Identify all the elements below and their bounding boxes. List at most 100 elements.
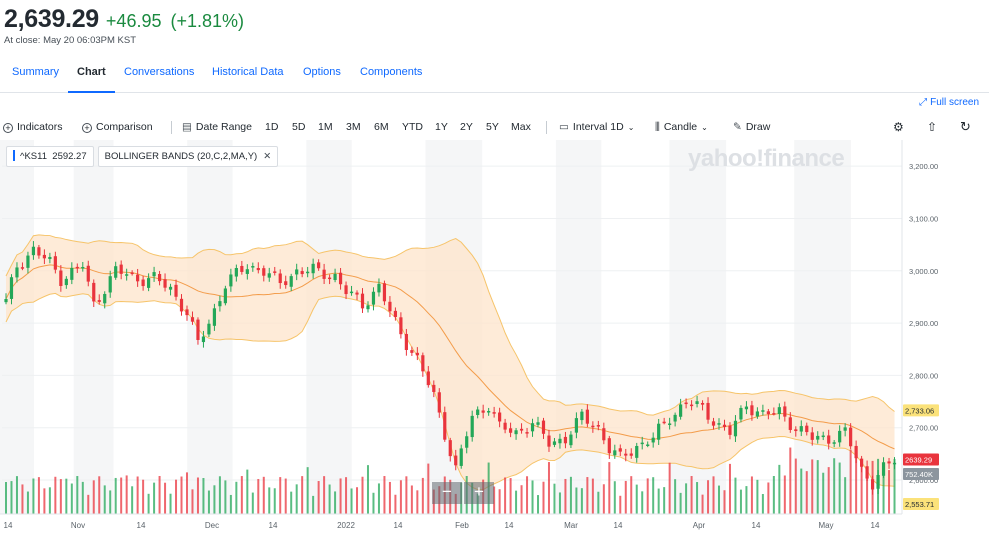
range-1d[interactable]: 1D — [265, 121, 279, 133]
close-icon[interactable]: ✕ — [263, 151, 272, 162]
candle-body — [722, 424, 727, 428]
candle — [410, 346, 414, 356]
candle-body — [75, 266, 79, 269]
range-3m[interactable]: 3M — [346, 121, 361, 133]
volume-bar — [553, 483, 556, 514]
candle — [349, 285, 354, 296]
legend-indicator[interactable]: BOLLINGER BANDS (20,C,2,MA,Y) ✕ — [97, 146, 279, 167]
candle — [635, 442, 639, 463]
candle — [722, 419, 727, 431]
reset-icon[interactable]: ↻ — [960, 119, 971, 134]
candle — [558, 433, 562, 449]
draw-button[interactable]: ✎ Draw — [733, 114, 770, 140]
comparison-button[interactable]: + Comparison — [82, 114, 153, 140]
candle-body — [854, 445, 858, 459]
range-1y[interactable]: 1Y — [435, 121, 448, 133]
candle — [618, 444, 622, 456]
interval-dropdown[interactable]: ▭ Interval 1D ⌄ — [559, 114, 634, 140]
tab-summary[interactable]: Summary — [12, 66, 60, 78]
range-ytd[interactable]: YTD — [402, 121, 423, 133]
volume-bar — [120, 477, 123, 514]
candle-body — [706, 402, 710, 420]
candle-body — [448, 440, 452, 457]
volume-bar — [356, 487, 359, 514]
volume-bar — [723, 490, 726, 514]
candle-body — [563, 436, 568, 444]
volume-bar — [652, 477, 655, 514]
full-screen-button[interactable]: ⤢ Full screen — [919, 97, 979, 108]
candle — [344, 281, 348, 300]
range-5y[interactable]: 5Y — [486, 121, 499, 133]
candle-body — [788, 417, 792, 430]
range-1m[interactable]: 1M — [318, 121, 333, 133]
range-6m[interactable]: 6M — [374, 121, 389, 133]
chart-type-dropdown[interactable]: ⫼ Candle ⌄ — [655, 114, 708, 140]
candle — [327, 274, 332, 285]
candle — [892, 457, 897, 470]
candle-body — [541, 420, 546, 434]
volume-bar — [196, 477, 199, 514]
candle-body — [530, 423, 535, 432]
tab-options[interactable]: Options — [303, 66, 341, 78]
candle — [114, 261, 118, 280]
candle — [168, 283, 173, 296]
settings-icon[interactable]: ⚙ — [893, 120, 904, 134]
volume-bar — [295, 484, 298, 514]
tab-conversations[interactable]: Conversations — [124, 66, 195, 78]
volume-bar — [65, 478, 68, 514]
date-range-button[interactable]: ▤ Date Range — [182, 114, 252, 140]
volume-bar — [185, 472, 188, 514]
volume-bar — [816, 460, 819, 514]
range-5d[interactable]: 5D — [292, 121, 306, 133]
ruler-icon: ▭ — [559, 121, 569, 133]
price-tag-label: 2,733.06 — [905, 406, 934, 415]
range-max[interactable]: Max — [511, 121, 531, 133]
volume-bars — [5, 447, 896, 514]
volume-bar — [778, 464, 781, 514]
candle-body — [602, 428, 606, 441]
volume-bar — [235, 481, 238, 514]
chart-svg[interactable]: 3,200.00 3,100.00 3,000.00 2,900.00 2,800.00… — [0, 140, 989, 535]
candle — [498, 407, 502, 428]
candle — [547, 429, 551, 452]
range-2y[interactable]: 2Y — [460, 121, 473, 133]
volume-bar — [416, 490, 419, 514]
zoom-out-button[interactable]: − — [432, 482, 462, 504]
candle — [42, 249, 46, 265]
candle-body — [662, 421, 666, 424]
candle — [37, 244, 41, 259]
candle-body — [273, 271, 277, 273]
volume-bar — [690, 476, 693, 514]
share-icon[interactable]: ⇧ — [927, 120, 938, 134]
zoom-in-button[interactable]: + — [464, 482, 494, 504]
legend-symbol[interactable]: ^KS11 2592.27 — [6, 146, 94, 167]
candle-body — [70, 267, 74, 280]
tab-components[interactable]: Components — [360, 66, 423, 78]
candle — [733, 415, 738, 442]
volume-bar — [394, 494, 397, 514]
chevron-down-icon: ⌄ — [701, 123, 708, 132]
volume-bar — [833, 458, 836, 514]
candle — [470, 410, 474, 442]
candle-body — [59, 270, 63, 287]
quote-header: 2,639.29 +46.95 (+1.81%) At close: May 2… — [4, 5, 244, 46]
candle-body — [739, 407, 743, 420]
volume-bar — [361, 476, 364, 514]
tab-chart[interactable]: Chart — [68, 57, 115, 93]
candle — [574, 412, 579, 439]
candle-body — [103, 293, 107, 304]
candle — [179, 294, 184, 316]
volume-bar — [158, 476, 161, 514]
volume-bar — [399, 480, 402, 514]
candle — [223, 285, 227, 306]
candle — [59, 265, 63, 292]
tab-historical-data[interactable]: Historical Data — [212, 66, 284, 78]
price-tags: 2,733.06 2639.29 752.40K 2,553.71 — [903, 404, 939, 510]
volume-bar — [531, 480, 534, 514]
indicators-button[interactable]: + Indicators — [3, 114, 63, 140]
volume-bar — [504, 477, 507, 514]
volume-bar — [515, 490, 518, 514]
candle-body — [20, 267, 25, 269]
candle-body — [519, 428, 524, 431]
price-chart[interactable]: 3,200.00 3,100.00 3,000.00 2,900.00 2,800.00… — [0, 140, 989, 535]
